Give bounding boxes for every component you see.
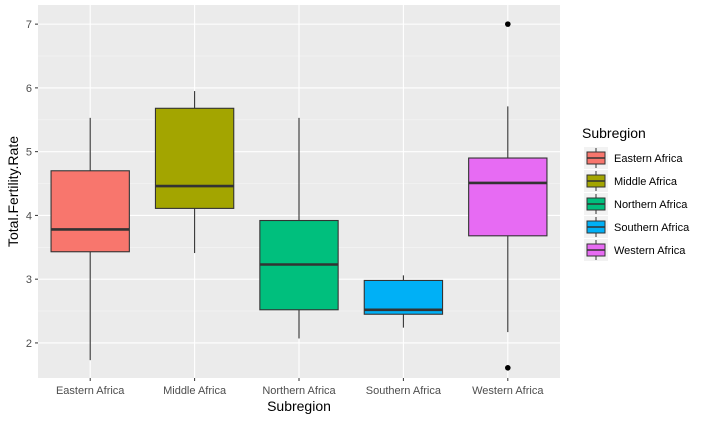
box-northern-africa (259, 117, 339, 339)
x-tick-label: Eastern Africa (56, 385, 125, 397)
outlier-point (505, 364, 511, 371)
box-iqr (154, 107, 235, 209)
box-series (50, 21, 548, 371)
box-southern-africa (363, 275, 444, 328)
y-axis-title: Total.Fertility.Rate (5, 136, 21, 247)
x-tick-label: Northern Africa (262, 385, 336, 397)
x-axis-title: Subregion (267, 398, 331, 414)
legend-label: Eastern Africa (614, 153, 683, 165)
box-eastern-africa (50, 117, 130, 361)
y-tick-label: 2 (26, 338, 32, 350)
y-axis: 2 3 4 5 6 7 (26, 19, 38, 350)
y-tick-label: 5 (26, 147, 32, 159)
box-western-africa (468, 21, 548, 371)
y-tick-label: 7 (26, 19, 32, 31)
legend-item-southern-africa: Southern Africa (584, 216, 690, 238)
outlier-point (505, 21, 511, 27)
legend-title: Subregion (582, 125, 646, 141)
y-tick-label: 6 (26, 83, 32, 95)
legend-item-western-africa: Western Africa (584, 239, 686, 261)
legend-item-northern-africa: Northern Africa (584, 193, 688, 215)
y-tick-label: 3 (26, 274, 32, 286)
legend: Subregion Eastern Africa Middle Africa Nor… (582, 125, 690, 261)
y-tick-label: 4 (26, 210, 32, 222)
legend-label: Southern Africa (614, 222, 690, 234)
legend-item-middle-africa: Middle Africa (584, 170, 678, 192)
legend-item-eastern-africa: Eastern Africa (584, 147, 683, 169)
box-iqr (468, 157, 548, 237)
box-iqr (50, 170, 130, 253)
x-axis: Eastern Africa Middle Africa Northern Afri… (56, 378, 544, 397)
x-tick-label: Western Africa (472, 385, 544, 397)
box-middle-africa (154, 91, 235, 254)
legend-label: Middle Africa (614, 176, 678, 188)
legend-label: Northern Africa (614, 199, 688, 211)
x-tick-label: Southern Africa (366, 385, 442, 397)
legend-label: Western Africa (614, 245, 686, 257)
x-tick-label: Middle Africa (163, 385, 227, 397)
